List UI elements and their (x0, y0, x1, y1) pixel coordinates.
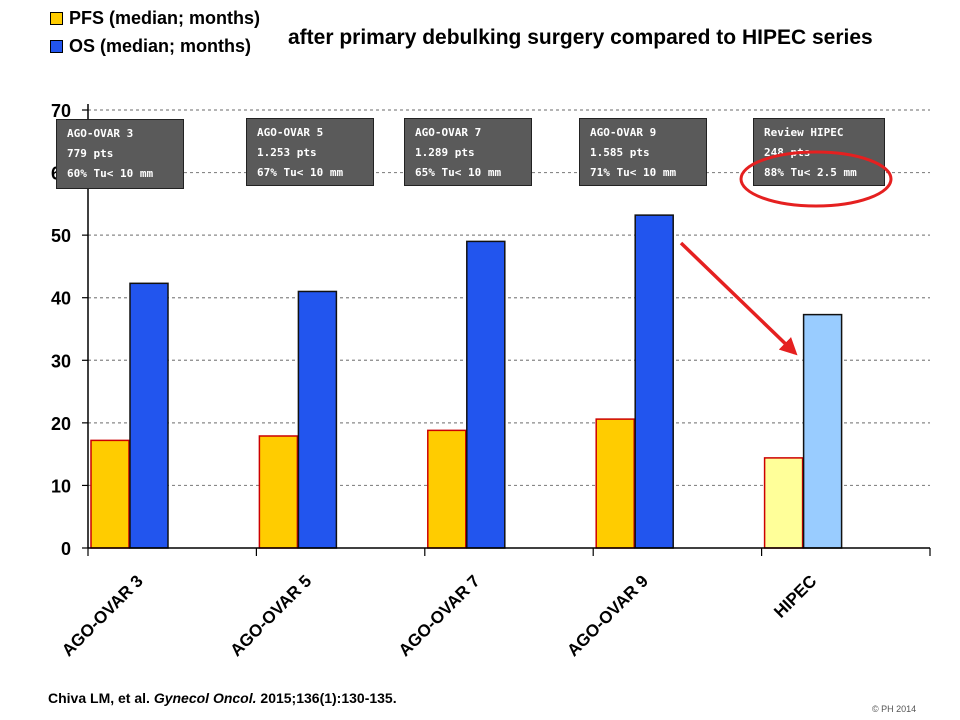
info-box-ago-ovar-5: AGO-OVAR 5 1.253 pts 67% Tu< 10 mm (246, 118, 374, 186)
bar-os (297, 290, 338, 549)
y-tick-label: 50 (51, 226, 71, 246)
info-box-line: 1.253 pts (257, 146, 317, 159)
legend-label-pfs: PFS (median; months) (69, 8, 261, 28)
citation-ref: 2015;136(1):130-135. (260, 690, 397, 706)
info-box-ago-ovar-9: AGO-OVAR 9 1.585 pts 71% Tu< 10 mm (579, 118, 707, 186)
y-tick-label: 0 (61, 539, 71, 559)
x-tick-label: AGO-OVAR 3 (58, 571, 147, 660)
info-box-line: AGO-OVAR 3 (67, 127, 134, 140)
x-tick-label: AGO-OVAR 9 (563, 571, 652, 660)
citation: Chiva LM, et al. Gynecol Oncol. 2015;136… (48, 690, 397, 706)
bar-pfs (427, 429, 467, 549)
info-box-line: 88% Tu< 2.5 mm (764, 166, 857, 179)
info-box-line: Review HIPEC (764, 126, 844, 139)
y-tick-label: 70 (51, 101, 71, 121)
info-box-line: AGO-OVAR 9 (590, 126, 657, 139)
bar-os (634, 214, 674, 549)
copyright: © PH 2014 (872, 704, 917, 714)
info-box-review-hipec: Review HIPEC 248 pts 88% Tu< 2.5 mm (753, 118, 885, 186)
bars (90, 214, 843, 549)
citation-authors: Chiva LM, et al. (48, 690, 150, 706)
info-box-line: AGO-OVAR 7 (415, 126, 482, 139)
bar-pfs (90, 439, 130, 549)
info-box-line: 65% Tu< 10 mm (415, 166, 502, 179)
legend-swatch-pfs (50, 12, 63, 25)
info-box-line: 67% Tu< 10 mm (257, 166, 344, 179)
legend-item-os: OS (median; months) (50, 36, 251, 57)
x-axis-labels: AGO-OVAR 3 AGO-OVAR 5 AGO-OVAR 7 AGO-OVAR 9… (58, 571, 820, 660)
info-box-line: 71% Tu< 10 mm (590, 166, 677, 179)
info-box-line: 1.585 pts (590, 146, 650, 159)
citation-journal: Gynecol Oncol. (153, 690, 257, 706)
y-tick-label: 30 (51, 351, 71, 371)
info-box-line: 779 pts (67, 147, 114, 160)
bar-pfs (595, 418, 635, 549)
info-box-line: 248 pts (764, 146, 811, 159)
x-tick-label: HIPEC (770, 571, 820, 621)
x-tick-label: AGO-OVAR 7 (395, 571, 484, 660)
info-box-ago-ovar-3: AGO-OVAR 3 779 pts 60% Tu< 10 mm (56, 119, 184, 189)
bar-pfs (763, 457, 804, 549)
legend-item-pfs: PFS (median; months) (50, 8, 260, 29)
legend-label-os: OS (median; months) (69, 36, 252, 56)
legend-swatch-os (50, 40, 63, 53)
bar-os (466, 240, 506, 549)
info-box-line: 1.289 pts (415, 146, 475, 159)
y-tick-label: 10 (51, 476, 71, 496)
bar-pfs (258, 435, 299, 549)
y-tick-label: 20 (51, 414, 71, 434)
y-tick-label: 40 (51, 289, 71, 309)
info-box-line: 60% Tu< 10 mm (67, 167, 154, 180)
bar-os (129, 282, 169, 549)
chart-title: after primary debulking surgery compared… (288, 26, 873, 49)
info-box-line: AGO-OVAR 5 (257, 126, 324, 139)
info-box-ago-ovar-7: AGO-OVAR 7 1.289 pts 65% Tu< 10 mm (404, 118, 532, 186)
bar-os (802, 313, 843, 549)
x-tick-label: AGO-OVAR 5 (227, 571, 316, 660)
